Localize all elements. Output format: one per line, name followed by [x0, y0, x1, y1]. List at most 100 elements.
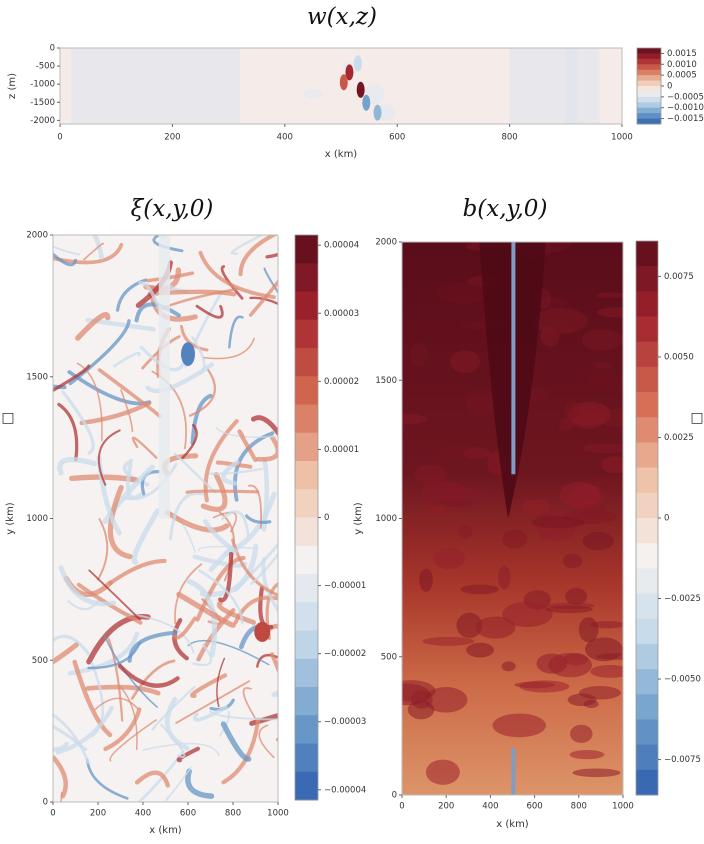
x-tick-label: 400 — [135, 809, 151, 819]
field-blob — [572, 768, 621, 778]
y-tick-label: 0 — [392, 791, 397, 801]
colorbar-level — [636, 744, 658, 771]
field-blob — [356, 81, 365, 98]
field-blob — [564, 401, 580, 420]
field-filament — [197, 545, 253, 552]
field-filament — [142, 742, 220, 757]
colorbar-level — [637, 102, 661, 109]
x-tick-label: 200 — [90, 809, 106, 819]
colorbar-level — [636, 518, 658, 544]
field-blob — [548, 652, 592, 678]
plot-frame — [59, 47, 623, 125]
y-tick-label: 0 — [43, 798, 48, 808]
field-filament — [172, 618, 189, 661]
colorbar-level — [295, 461, 318, 490]
y-tick-label: -1000 — [30, 80, 55, 90]
field-filament — [102, 464, 156, 525]
field-filament — [186, 578, 218, 658]
field-filament — [256, 653, 278, 668]
colorbar-level — [637, 107, 661, 114]
x-tick-label: 800 — [571, 802, 587, 812]
field-blob — [456, 612, 483, 639]
field-filament — [60, 791, 63, 802]
colorbar-tick-label: −0.00001 — [324, 581, 366, 591]
field-blob — [582, 443, 623, 454]
field-blob — [402, 413, 428, 425]
field-filament — [248, 279, 278, 317]
field-filament — [256, 435, 278, 462]
field-blob — [581, 329, 623, 351]
chart-title: ξ(x,y,0) — [131, 196, 214, 222]
field-filament — [220, 721, 252, 762]
field-blob — [353, 55, 362, 72]
field-blob — [492, 713, 546, 738]
field-filament — [221, 459, 240, 486]
colorbar-level — [295, 687, 318, 716]
field-blob — [475, 616, 516, 639]
x-tick-label: 200 — [164, 133, 180, 143]
colorbar-level — [636, 442, 658, 469]
x-tick-label: 0 — [399, 802, 404, 812]
y-tick-label: 2000 — [375, 238, 397, 248]
field-blob — [181, 342, 195, 367]
chart-title: w(x,z) — [307, 4, 377, 30]
field-filament — [176, 591, 236, 628]
field-filament — [234, 542, 278, 593]
field-filament — [216, 657, 226, 708]
x-tick-label: 0 — [57, 133, 62, 143]
colorbar-tick-label: 0.00001 — [324, 445, 359, 455]
field-blob — [426, 506, 446, 516]
field-blob — [596, 307, 623, 318]
field-filament — [93, 697, 139, 711]
y-tick-label: 2000 — [26, 231, 48, 241]
colorbar-level — [636, 241, 658, 267]
field-filament — [258, 724, 275, 759]
field-blob — [582, 531, 614, 551]
y-tick-label: 1500 — [26, 372, 48, 382]
colorbar-level — [295, 517, 318, 547]
x-tick-label: 1000 — [611, 133, 633, 143]
field-filament — [165, 766, 193, 802]
colorbar-tick-label: −0.0010 — [667, 103, 704, 113]
field-blob — [425, 759, 460, 785]
colorbar-level — [636, 769, 658, 796]
field-filament — [83, 242, 104, 261]
field-blob — [498, 565, 511, 590]
field-blob — [402, 680, 436, 702]
field-filament — [88, 569, 141, 621]
field-blob — [590, 665, 623, 678]
y-axis-label: z (m) — [7, 73, 18, 99]
field-blob — [514, 681, 556, 689]
colorbar-level — [295, 715, 318, 744]
field-filament — [123, 462, 178, 501]
field-filament — [76, 582, 143, 625]
field-filament — [172, 616, 197, 640]
field-filament — [103, 707, 142, 752]
colorbar-level — [636, 266, 658, 292]
field-filament — [96, 518, 109, 581]
colorbar-tick-label: 0.0010 — [667, 60, 697, 70]
field-filament — [261, 556, 278, 614]
colorbar-level — [637, 113, 661, 120]
field-blob — [424, 687, 468, 713]
colorbar-tick-label: −0.0075 — [664, 755, 701, 765]
field-blob — [545, 605, 593, 614]
field-filament — [215, 460, 253, 469]
field-patch — [375, 104, 396, 121]
field-filament — [53, 741, 69, 752]
field-filament — [57, 457, 98, 476]
colorbar-tick-label: 0.0005 — [667, 71, 697, 81]
field-filament — [160, 723, 186, 758]
field-filament — [130, 659, 176, 700]
field-filament — [198, 250, 276, 300]
field-filament — [230, 235, 262, 255]
field-blob — [596, 292, 623, 299]
colorbar-level — [636, 643, 658, 670]
field-filament — [244, 514, 272, 524]
field-filament — [146, 271, 195, 283]
field-strip — [158, 235, 170, 519]
field-filament — [57, 402, 79, 462]
field-filament — [134, 770, 170, 788]
field-filament — [188, 368, 217, 417]
